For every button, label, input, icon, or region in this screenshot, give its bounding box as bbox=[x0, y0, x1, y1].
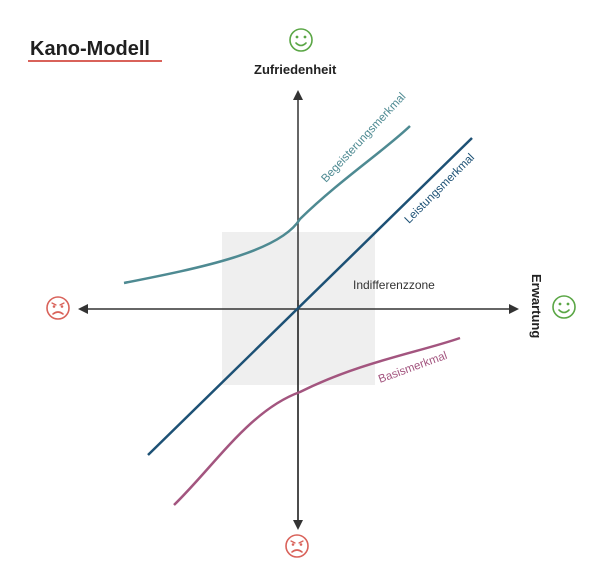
x-axis-label: Erwartung bbox=[529, 274, 544, 338]
basic-curve bbox=[173, 336, 461, 506]
happy-face-icon bbox=[552, 295, 576, 319]
indifference-zone-label: Indifferenzzone bbox=[353, 278, 435, 292]
performance-line bbox=[147, 137, 473, 456]
performance-label: Leistungsmerkmal bbox=[403, 152, 477, 226]
basic-label: Basismerkmal bbox=[377, 350, 449, 386]
diagram-title: Kano-Modell bbox=[30, 38, 150, 60]
excitement-curve bbox=[123, 125, 411, 285]
sad-face-icon bbox=[46, 296, 70, 320]
sad-face-icon bbox=[285, 534, 309, 558]
y-axis-label: Zufriedenheit bbox=[254, 62, 337, 77]
happy-face-icon bbox=[289, 28, 313, 52]
